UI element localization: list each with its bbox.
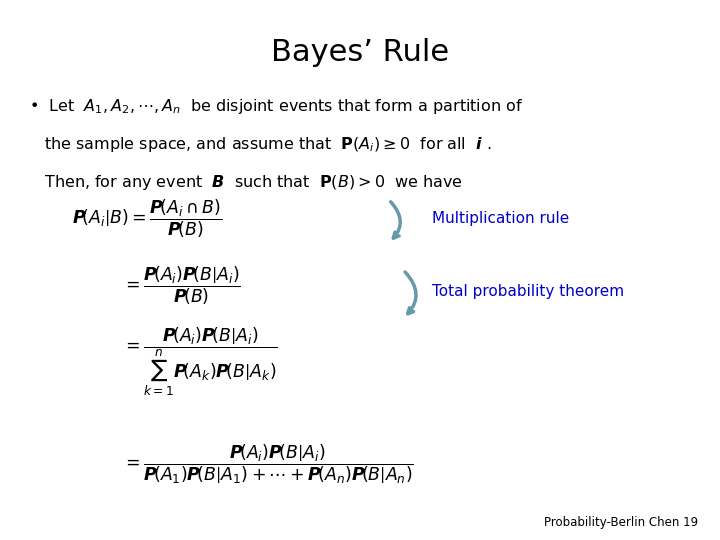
Text: Total probability theorem: Total probability theorem — [432, 284, 624, 299]
Text: Then, for any event  $\boldsymbol{B}$  such that  $\mathbf{P}(B) > 0$  we have: Then, for any event $\boldsymbol{B}$ suc… — [29, 173, 463, 192]
Text: Bayes’ Rule: Bayes’ Rule — [271, 38, 449, 67]
Text: $= \dfrac{\boldsymbol{P}\!\left(A_i\right)\boldsymbol{P}\!\left(B\middle|A_i\rig: $= \dfrac{\boldsymbol{P}\!\left(A_i\righ… — [122, 326, 279, 398]
Text: •  Let  $A_1, A_2, \cdots, A_n$  be disjoint events that form a partition of: • Let $A_1, A_2, \cdots, A_n$ be disjoin… — [29, 97, 523, 116]
Text: the sample space, and assume that  $\mathbf{P}(A_i) \geq 0$  for all  $\boldsymb: the sample space, and assume that $\math… — [29, 135, 491, 154]
Text: $= \dfrac{\boldsymbol{P}\!\left(A_i\right)\boldsymbol{P}\!\left(B\middle|A_i\rig: $= \dfrac{\boldsymbol{P}\!\left(A_i\righ… — [122, 443, 414, 486]
Text: Probability-Berlin Chen 19: Probability-Berlin Chen 19 — [544, 516, 698, 529]
Text: $= \dfrac{\boldsymbol{P}\!\left(A_i\right)\boldsymbol{P}\!\left(B\middle|A_i\rig: $= \dfrac{\boldsymbol{P}\!\left(A_i\righ… — [122, 265, 241, 307]
Text: $\boldsymbol{P}\!\left(A_i\middle|B\right) = \dfrac{\boldsymbol{P}\!\left(A_i \c: $\boldsymbol{P}\!\left(A_i\middle|B\righ… — [72, 198, 222, 240]
Text: Multiplication rule: Multiplication rule — [432, 211, 570, 226]
